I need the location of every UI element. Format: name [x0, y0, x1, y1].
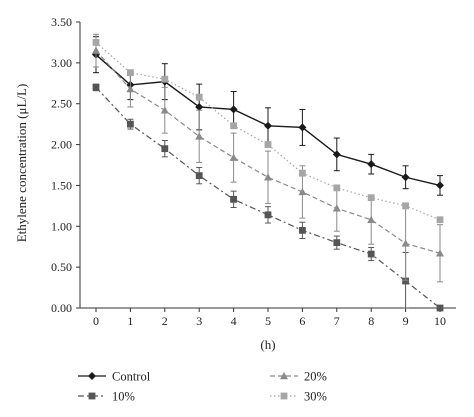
data-point: [332, 150, 341, 159]
legend-marker: [88, 392, 96, 400]
data-point: [127, 120, 134, 128]
legend-item-3: 20%: [270, 370, 327, 384]
legend-label: 30%: [304, 390, 327, 404]
x-tick-label: 7: [334, 314, 340, 328]
series-line: [95, 50, 441, 254]
data-point: [436, 249, 444, 257]
data-point: [436, 216, 444, 224]
legend-label: 20%: [304, 370, 327, 384]
legend-marker: [280, 392, 288, 400]
data-point: [401, 239, 410, 247]
data-point: [264, 141, 272, 148]
y-tick-label: 2.50: [51, 97, 72, 111]
data-point: [299, 226, 306, 234]
data-point: [195, 93, 203, 101]
data-point: [229, 153, 238, 161]
data-point: [401, 173, 410, 182]
data-point: [298, 187, 307, 196]
series-line: [95, 41, 441, 221]
y-tick-label: 1.50: [51, 178, 72, 192]
x-tick-label: 9: [403, 314, 409, 328]
y-tick-label: 3.00: [51, 56, 72, 70]
data-point: [195, 172, 203, 180]
y-tick-label: 2.00: [51, 138, 72, 152]
legend-item-1: Control: [78, 370, 151, 384]
data-point: [333, 184, 341, 192]
x-tick-label: 4: [231, 314, 237, 328]
y-axis-label: Ethylene concentration (μL/L): [14, 84, 29, 243]
data-point: [298, 123, 307, 132]
data-point: [367, 194, 375, 202]
data-point: [92, 46, 100, 54]
data-point: [264, 211, 272, 219]
data-point: [402, 202, 409, 210]
data-point: [195, 132, 204, 140]
y-tick-label: 0.50: [51, 260, 72, 274]
x-tick-label: 10: [434, 314, 446, 328]
x-tick-label: 5: [265, 314, 271, 328]
axes: 0.00 0.50 1.00 1.50 2.00 2.50 3.00 3.50 0 1 2 3 4 5 6 7…: [51, 15, 456, 328]
x-axis-label: (h): [260, 337, 275, 352]
y-tick-label: 0.00: [51, 301, 72, 315]
x-tick-label: 3: [196, 314, 202, 328]
x-tick-label: 6: [299, 314, 305, 328]
data-point: [126, 85, 135, 93]
legend-label: Control: [112, 370, 151, 384]
series-3: [92, 33, 444, 283]
data-point: [332, 204, 341, 212]
data-point: [436, 304, 444, 312]
legend-item-4: 30%: [270, 390, 327, 404]
data-point: [92, 83, 100, 91]
legend-marker: [280, 372, 288, 380]
x-tick-label: 1: [127, 314, 133, 328]
data-point: [160, 106, 169, 114]
data-point: [264, 173, 272, 181]
data-point: [127, 69, 134, 77]
data-point: [92, 39, 100, 46]
x-tick-label: 0: [93, 314, 99, 328]
data-point: [367, 250, 375, 258]
legend: Control 10% 20% 30%: [78, 370, 327, 404]
data-point: [161, 145, 169, 153]
legend-item-2: 10%: [78, 390, 135, 404]
data-point: [161, 75, 169, 83]
y-tick-label: 3.50: [51, 15, 72, 29]
data-point: [230, 195, 237, 203]
data-point: [230, 122, 237, 130]
data-point: [264, 121, 272, 130]
series-4: [92, 39, 444, 224]
data-point: [436, 181, 444, 190]
y-tick-label: 1.00: [51, 219, 72, 233]
data-point: [367, 160, 376, 169]
data-point: [299, 169, 306, 177]
series-layer: [92, 33, 444, 312]
data-point: [195, 102, 204, 111]
data-point: [229, 105, 238, 114]
data-point: [402, 277, 409, 285]
x-tick-label: 8: [368, 314, 374, 328]
x-tick-label: 2: [162, 314, 168, 328]
data-point: [333, 239, 341, 247]
legend-marker: [88, 372, 96, 380]
legend-label: 10%: [112, 390, 135, 404]
data-point: [367, 215, 376, 223]
